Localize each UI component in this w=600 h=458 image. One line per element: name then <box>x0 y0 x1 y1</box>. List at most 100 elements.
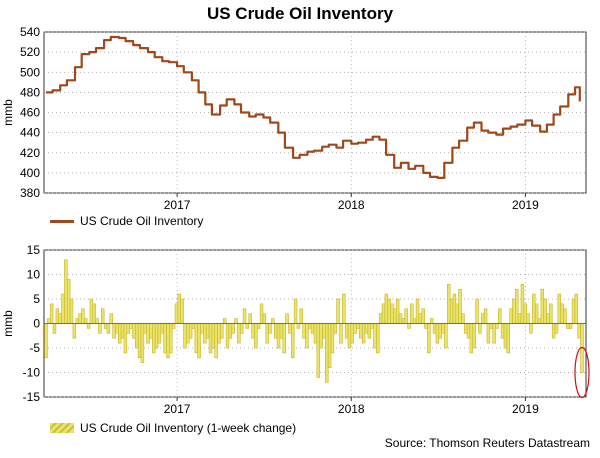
weekly-change-bar <box>503 323 508 349</box>
weekly-change-bar <box>282 323 286 354</box>
weekly-change-bar <box>574 293 579 324</box>
weekly-change-bar <box>296 323 301 329</box>
weekly-change-bar <box>347 323 352 349</box>
source-note: Source: Thomson Reuters Datastream <box>384 436 590 450</box>
weekly-change-bar <box>203 323 207 344</box>
weekly-change-bar <box>367 323 372 339</box>
weekly-change-bar <box>228 323 233 339</box>
weekly-change-bar <box>310 323 315 334</box>
weekly-change-bar <box>101 308 105 324</box>
top-y-tick-label: 440 <box>20 126 40 140</box>
weekly-change-bar <box>271 318 275 324</box>
bottom-x-tick-label: 2019 <box>512 402 539 416</box>
weekly-change-bar <box>449 298 454 324</box>
weekly-change-bar <box>353 323 357 334</box>
weekly-change-bar <box>242 308 247 324</box>
top-x-tick-label: 2018 <box>338 198 365 212</box>
weekly-change-bar <box>571 298 576 324</box>
weekly-change-bar <box>464 323 468 334</box>
weekly-change-bar <box>254 323 258 349</box>
weekly-change-bar <box>489 323 493 329</box>
weekly-change-bar <box>520 283 525 324</box>
weekly-change-bar <box>95 318 99 324</box>
weekly-change-bar <box>174 303 179 324</box>
weekly-change-bar <box>342 293 346 324</box>
weekly-change-bar <box>495 323 499 329</box>
weekly-change-bar <box>554 323 559 334</box>
weekly-change-bar <box>44 323 48 359</box>
weekly-change-bar <box>492 323 496 344</box>
top-y-tick-label: 400 <box>20 166 40 180</box>
bottom-y-tick-label: 15 <box>27 243 41 257</box>
weekly-change-bar <box>455 303 459 324</box>
weekly-change-bar <box>143 323 147 334</box>
weekly-change-bar <box>517 313 522 324</box>
weekly-change-bar <box>302 323 306 339</box>
top-y-axis-label: mmb <box>1 99 15 126</box>
weekly-change-bar <box>231 323 235 334</box>
weekly-change-bar <box>500 323 505 339</box>
weekly-change-bar <box>308 323 312 329</box>
weekly-change-bar <box>268 323 272 334</box>
weekly-change-bar <box>543 298 547 324</box>
weekly-change-bar <box>163 323 167 354</box>
weekly-change-bar <box>186 323 190 344</box>
weekly-change-bar <box>398 313 403 324</box>
legend-bottom-label: US Crude Oil Inventory (1-week change) <box>80 421 297 435</box>
weekly-change-bar <box>438 323 442 339</box>
weekly-change-bar <box>370 323 374 329</box>
weekly-change-bar <box>305 323 309 349</box>
weekly-change-bar <box>549 303 553 324</box>
weekly-change-bar <box>537 318 542 324</box>
top-x-tick-label: 2017 <box>164 198 191 212</box>
bottom-x-tick-label: 2018 <box>338 402 365 416</box>
weekly-change-bar <box>373 323 377 349</box>
weekly-change-bar <box>66 279 71 324</box>
weekly-change-bar <box>152 323 156 354</box>
weekly-change-bar <box>126 323 130 334</box>
weekly-change-bar <box>140 323 145 364</box>
weekly-change-bar <box>293 298 298 324</box>
weekly-change-bar <box>401 318 406 324</box>
weekly-change-bar <box>256 323 261 329</box>
weekly-change-bar <box>424 323 428 329</box>
weekly-change-bar <box>356 323 360 329</box>
weekly-change-bar <box>276 323 281 349</box>
legend-line-swatch <box>50 219 74 223</box>
weekly-change-bar <box>350 323 355 344</box>
weekly-change-bar <box>123 323 128 354</box>
weekly-change-bar <box>421 308 425 324</box>
weekly-change-bar <box>251 323 255 339</box>
weekly-change-bar <box>560 303 564 324</box>
weekly-change-bar <box>69 298 74 324</box>
weekly-change-bar <box>336 298 340 324</box>
weekly-change-bar <box>157 323 162 344</box>
weekly-change-bar <box>344 323 349 339</box>
weekly-change-bar <box>452 293 457 324</box>
weekly-change-bar <box>291 323 295 359</box>
weekly-change-bar <box>498 308 502 324</box>
weekly-change-bar <box>86 323 91 329</box>
weekly-change-bar <box>534 303 539 324</box>
weekly-change-bar <box>444 323 448 349</box>
weekly-change-bar <box>387 298 391 324</box>
weekly-change-bar <box>217 323 221 344</box>
weekly-change-bar <box>418 313 423 324</box>
weekly-change-bar <box>234 318 238 324</box>
weekly-change-bar <box>316 323 320 378</box>
weekly-change-bar <box>390 303 394 324</box>
chart-title: US Crude Oil Inventory <box>206 4 394 23</box>
weekly-change-bar <box>364 323 369 334</box>
weekly-change-bar <box>285 313 289 324</box>
weekly-change-bar <box>407 323 411 329</box>
weekly-change-bar <box>106 323 111 334</box>
weekly-change-bar <box>171 323 176 329</box>
weekly-change-bar <box>376 323 380 354</box>
weekly-change-bar <box>568 323 573 329</box>
weekly-change-bar <box>120 323 125 339</box>
weekly-change-bar <box>361 323 366 344</box>
weekly-change-bar <box>239 323 244 334</box>
weekly-change-bar <box>273 323 278 339</box>
weekly-change-bar <box>529 323 533 334</box>
bottom-y-tick-label: 10 <box>27 268 41 282</box>
